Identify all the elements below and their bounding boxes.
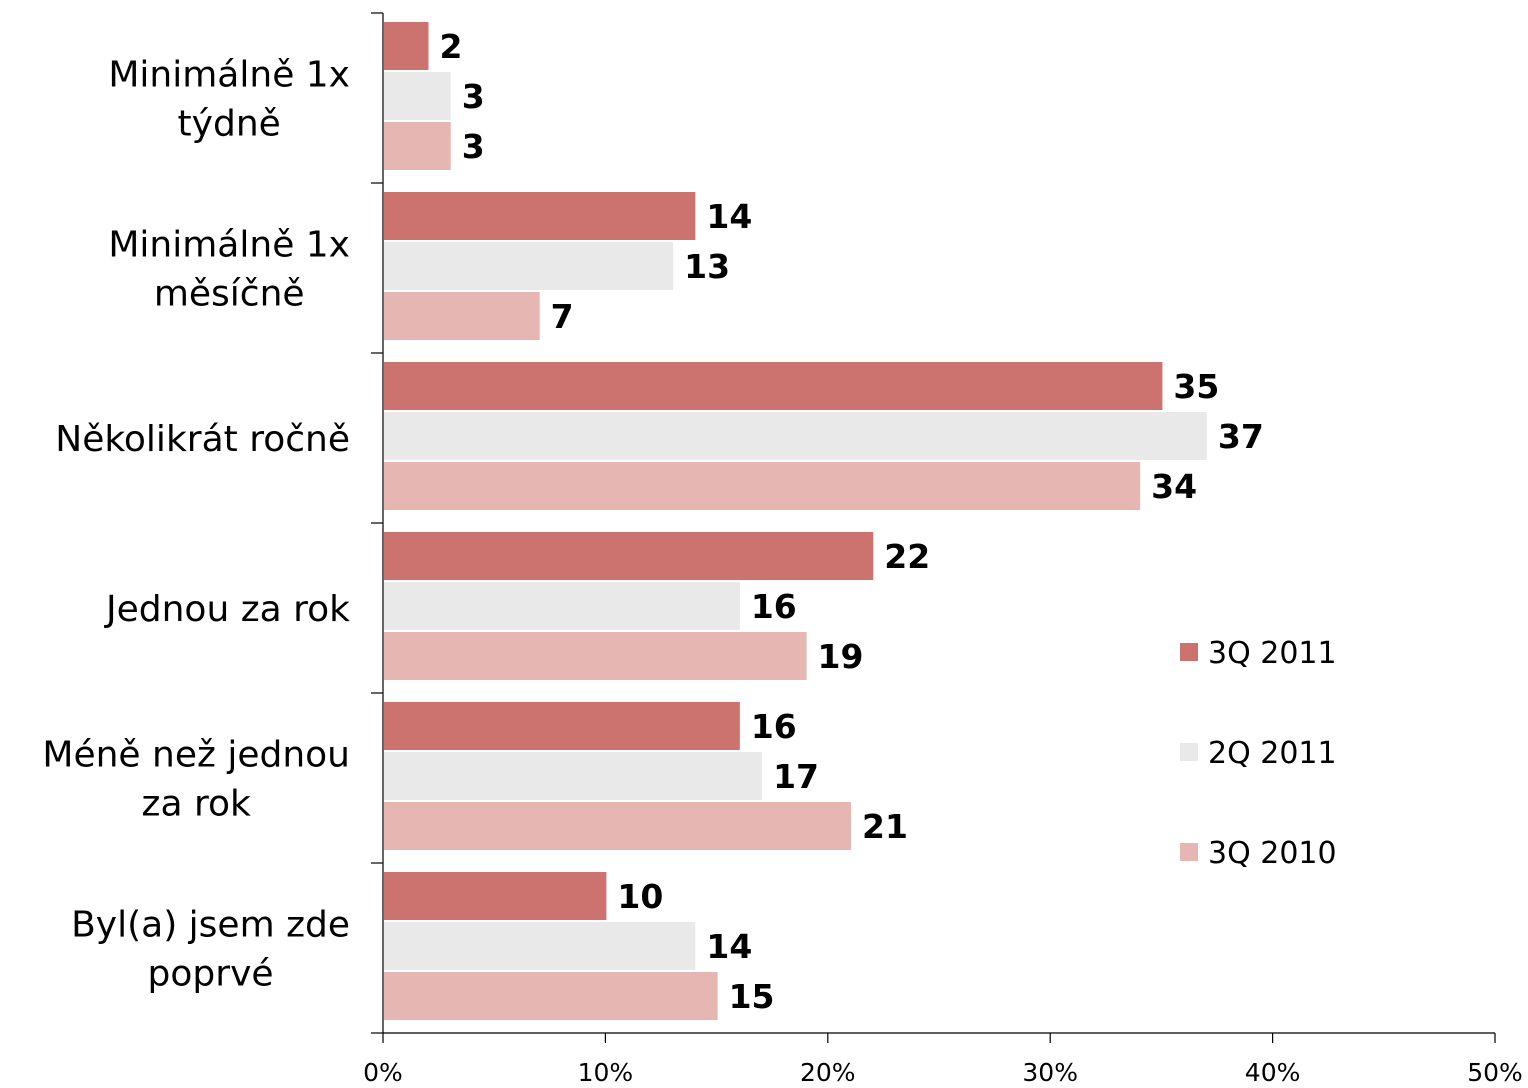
bar [384,362,1163,410]
data-label: 15 [729,977,775,1016]
bar [384,702,740,750]
category-label-line: za rok [142,784,251,825]
legend-swatch [1180,643,1198,661]
category-label-line: poprvé [148,954,274,995]
data-label: 16 [751,707,797,746]
bar [384,242,674,290]
bar [384,72,451,120]
category-label: Minimálně 1x týdně [108,55,350,145]
bar [384,632,807,680]
data-label: 34 [1151,467,1197,506]
x-tick-label: 20% [800,1058,856,1084]
bar [384,922,696,970]
data-label: 14 [706,927,752,966]
data-label: 3 [462,77,485,116]
category-label-line: Minimálně 1x [108,225,350,266]
category-label: Jednou za rok [104,589,350,630]
data-label: 19 [818,637,864,676]
category-label: Minimálně 1x měsíčně [108,225,350,315]
category-label-line: Jednou za rok [104,589,350,630]
data-label: 37 [1218,417,1264,456]
x-tick-label: 30% [1022,1058,1078,1084]
category-label: Byl(a) jsem zde poprvé [71,905,350,995]
bar [384,462,1141,510]
legend-swatch [1180,843,1198,861]
x-tick-label: 50% [1467,1058,1523,1084]
data-label: 3 [462,127,485,166]
legend-label: 2Q 2011 [1208,736,1337,771]
bar [384,122,451,170]
legend-label: 3Q 2010 [1208,836,1337,871]
legend-label: 3Q 2011 [1208,636,1337,671]
data-label: 17 [773,757,819,796]
category-label: Několikrát ročně [55,419,350,460]
bar [384,582,740,630]
data-label: 16 [751,587,797,626]
data-label: 2 [439,27,462,66]
bar [384,412,1207,460]
data-label: 21 [862,807,908,846]
legend-swatch [1180,743,1198,761]
data-label: 22 [884,537,930,576]
category-label-line: Méně než jednou [42,735,350,776]
data-label: 14 [706,197,752,236]
x-tick-label: 10% [578,1058,634,1084]
category-label: Méně než jednou za rok [42,735,350,825]
category-label-line: Minimálně 1x [108,55,350,96]
category-label-line: měsíčně [154,274,305,315]
bar [384,872,607,920]
data-label: 35 [1173,367,1219,406]
bar [384,22,429,70]
data-label: 10 [617,877,663,916]
category-label-line: týdně [178,104,281,145]
category-label-line: Několikrát ročně [55,419,350,460]
bar [384,532,874,580]
bar [384,292,540,340]
bar [384,972,718,1020]
bar [384,192,696,240]
bar [384,752,763,800]
data-label: 7 [551,297,574,336]
data-label: 13 [684,247,730,286]
x-tick-label: 0% [363,1058,403,1084]
bar [384,802,852,850]
x-tick-label: 40% [1245,1058,1301,1084]
category-label-line: Byl(a) jsem zde [71,905,350,946]
